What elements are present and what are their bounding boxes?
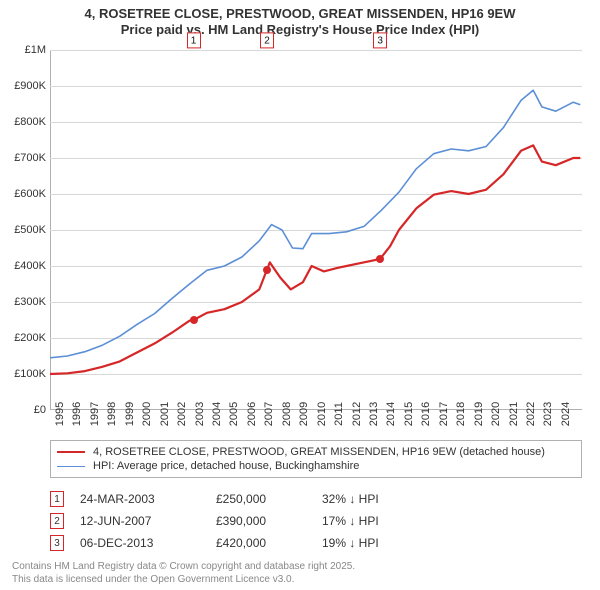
x-axis-label: 2015 (399, 402, 415, 426)
sale-date-3: 06-DEC-2013 (80, 536, 200, 550)
sale-dot (190, 316, 198, 324)
x-axis-label: 2007 (259, 402, 275, 426)
x-axis-label: 2016 (416, 402, 432, 426)
x-axis-label: 1996 (67, 402, 83, 426)
x-axis-label: 2014 (381, 402, 397, 426)
sale-dot (376, 255, 384, 263)
sale-delta-2: 17% ↓ HPI (322, 514, 442, 528)
sale-marker-box-1: 1 (50, 491, 64, 507)
y-axis-label: £600K (14, 188, 50, 200)
sale-marker-box-2: 2 (50, 513, 64, 529)
title-block: 4, ROSETREE CLOSE, PRESTWOOD, GREAT MISS… (0, 0, 600, 39)
sale-marker-box-3: 3 (50, 535, 64, 551)
legend-row-hpi: HPI: Average price, detached house, Buck… (57, 459, 575, 473)
y-axis-label: £500K (14, 224, 50, 236)
x-axis-label: 2022 (521, 402, 537, 426)
legend-swatch-hpi (57, 466, 85, 467)
line-property (50, 145, 580, 374)
x-axis-label: 2013 (364, 402, 380, 426)
sale-price-3: £420,000 (216, 536, 306, 550)
sale-price-2: £390,000 (216, 514, 306, 528)
sales-row-1: 1 24-MAR-2003 £250,000 32% ↓ HPI (50, 488, 582, 510)
x-axis-label: 2005 (224, 402, 240, 426)
x-axis-label: 2021 (504, 402, 520, 426)
x-axis-label: 2002 (172, 402, 188, 426)
title-line-2: Price paid vs. HM Land Registry's House … (0, 22, 600, 38)
footer-attribution: Contains HM Land Registry data © Crown c… (12, 560, 355, 586)
y-axis-label: £800K (14, 116, 50, 128)
sale-date-2: 12-JUN-2007 (80, 514, 200, 528)
x-axis-label: 1997 (85, 402, 101, 426)
sales-row-2: 2 12-JUN-2007 £390,000 17% ↓ HPI (50, 510, 582, 532)
legend-swatch-property (57, 451, 85, 453)
x-axis-label: 2000 (137, 402, 153, 426)
x-axis-label: 2006 (242, 402, 258, 426)
line-hpi (50, 90, 580, 358)
sale-date-1: 24-MAR-2003 (80, 492, 200, 506)
x-axis-label: 2010 (312, 402, 328, 426)
y-axis-label: £1M (25, 44, 50, 56)
y-axis-label: £900K (14, 80, 50, 92)
x-axis-label: 2001 (155, 402, 171, 426)
legend-row-property: 4, ROSETREE CLOSE, PRESTWOOD, GREAT MISS… (57, 445, 575, 459)
x-axis-label: 2012 (347, 402, 363, 426)
sales-row-3: 3 06-DEC-2013 £420,000 19% ↓ HPI (50, 532, 582, 554)
sale-delta-3: 19% ↓ HPI (322, 536, 442, 550)
x-axis-label: 1995 (50, 402, 66, 426)
legend-label-property: 4, ROSETREE CLOSE, PRESTWOOD, GREAT MISS… (93, 446, 545, 458)
title-line-1: 4, ROSETREE CLOSE, PRESTWOOD, GREAT MISS… (0, 6, 600, 22)
y-axis-label: £100K (14, 368, 50, 380)
x-axis-label: 2004 (207, 402, 223, 426)
x-axis-label: 2018 (451, 402, 467, 426)
x-axis-label: 2023 (538, 402, 554, 426)
sale-price-1: £250,000 (216, 492, 306, 506)
legend-label-hpi: HPI: Average price, detached house, Buck… (93, 460, 359, 472)
legend-box: 4, ROSETREE CLOSE, PRESTWOOD, GREAT MISS… (50, 440, 582, 478)
x-axis-label: 2008 (277, 402, 293, 426)
x-axis-label: 2017 (434, 402, 450, 426)
sale-marker-flag: 3 (373, 32, 387, 48)
sale-marker-flag: 2 (260, 32, 274, 48)
plot-area: £0£100K£200K£300K£400K£500K£600K£700K£80… (50, 50, 582, 410)
y-axis-label: £400K (14, 260, 50, 272)
y-axis-label: £0 (34, 404, 50, 416)
sale-dot (263, 266, 271, 274)
x-axis-label: 2020 (486, 402, 502, 426)
y-axis-label: £700K (14, 152, 50, 164)
x-axis-label: 2003 (190, 402, 206, 426)
x-axis-label: 2009 (294, 402, 310, 426)
chart-container: 4, ROSETREE CLOSE, PRESTWOOD, GREAT MISS… (0, 0, 600, 590)
x-axis-label: 1999 (120, 402, 136, 426)
y-axis-label: £200K (14, 332, 50, 344)
footer-line-2: This data is licensed under the Open Gov… (12, 573, 355, 586)
y-axis-label: £300K (14, 296, 50, 308)
line-series-svg (50, 50, 582, 410)
x-axis-label: 2011 (329, 402, 345, 426)
footer-line-1: Contains HM Land Registry data © Crown c… (12, 560, 355, 573)
x-axis-label: 1998 (102, 402, 118, 426)
x-axis-label: 2019 (469, 402, 485, 426)
sale-marker-flag: 1 (187, 32, 201, 48)
sale-delta-1: 32% ↓ HPI (322, 492, 442, 506)
sales-table: 1 24-MAR-2003 £250,000 32% ↓ HPI 2 12-JU… (50, 488, 582, 554)
x-axis-label: 2024 (556, 402, 572, 426)
